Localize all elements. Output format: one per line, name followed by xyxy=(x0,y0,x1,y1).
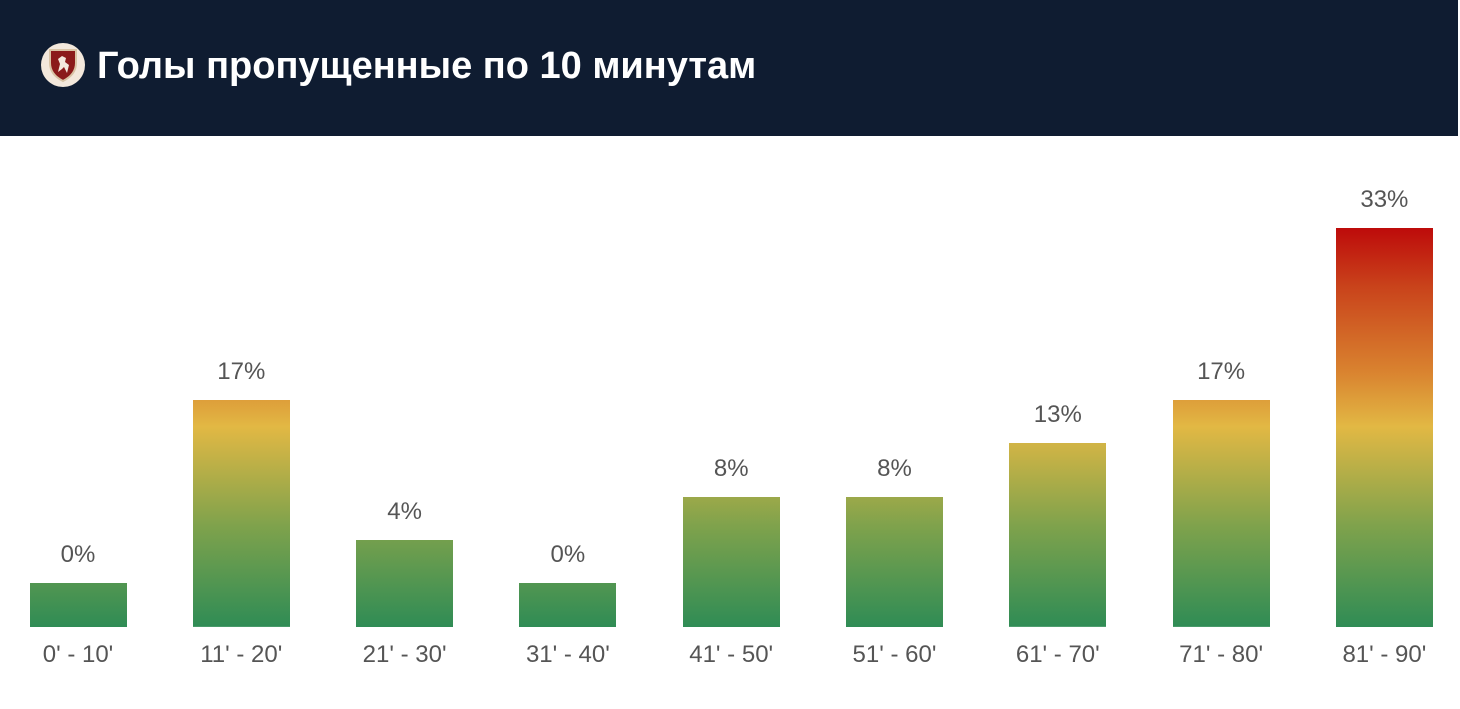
value-label: 13% xyxy=(1033,401,1082,429)
x-tick-label: 31' - 40' xyxy=(525,641,610,668)
bar-3 xyxy=(519,583,617,627)
value-label: 17% xyxy=(1197,358,1246,386)
value-label: 0% xyxy=(550,541,586,568)
bar-7 xyxy=(1172,400,1270,627)
x-tick-label: 51' - 60' xyxy=(852,641,937,668)
x-tick-label: 71' - 80' xyxy=(1179,641,1264,668)
value-label: 8% xyxy=(713,454,749,482)
value-label: 17% xyxy=(217,358,266,386)
bar-2 xyxy=(356,539,454,627)
bar-chart: 0% 0' - 10' 17% 11' - 20' 4% 21' - 30' 0% 31' -… xyxy=(0,136,1460,709)
x-tick-label: 41' - 50' xyxy=(689,641,774,668)
bar-4 xyxy=(682,496,780,627)
bar-0 xyxy=(29,583,127,627)
x-tick-label: 0' - 10' xyxy=(42,641,114,668)
chart-title: Голы пропущенные по 10 минутам xyxy=(97,45,757,87)
value-label: 33% xyxy=(1360,186,1409,213)
club-crest-logo xyxy=(41,43,85,87)
bar-8 xyxy=(1335,228,1433,627)
x-tick-label: 11' - 20' xyxy=(200,641,283,668)
bar-1 xyxy=(192,400,290,627)
value-label: 0% xyxy=(60,541,96,568)
bar-6 xyxy=(1009,443,1107,627)
x-tick-label: 61' - 70' xyxy=(1015,641,1100,668)
value-label: 4% xyxy=(387,497,422,525)
x-tick-label: 21' - 30' xyxy=(362,641,447,668)
bar-5 xyxy=(846,496,943,627)
x-tick-label: 81' - 90' xyxy=(1342,641,1427,668)
value-label: 8% xyxy=(877,454,912,482)
chart-header: Голы пропущенные по 10 минутам xyxy=(0,0,1458,136)
